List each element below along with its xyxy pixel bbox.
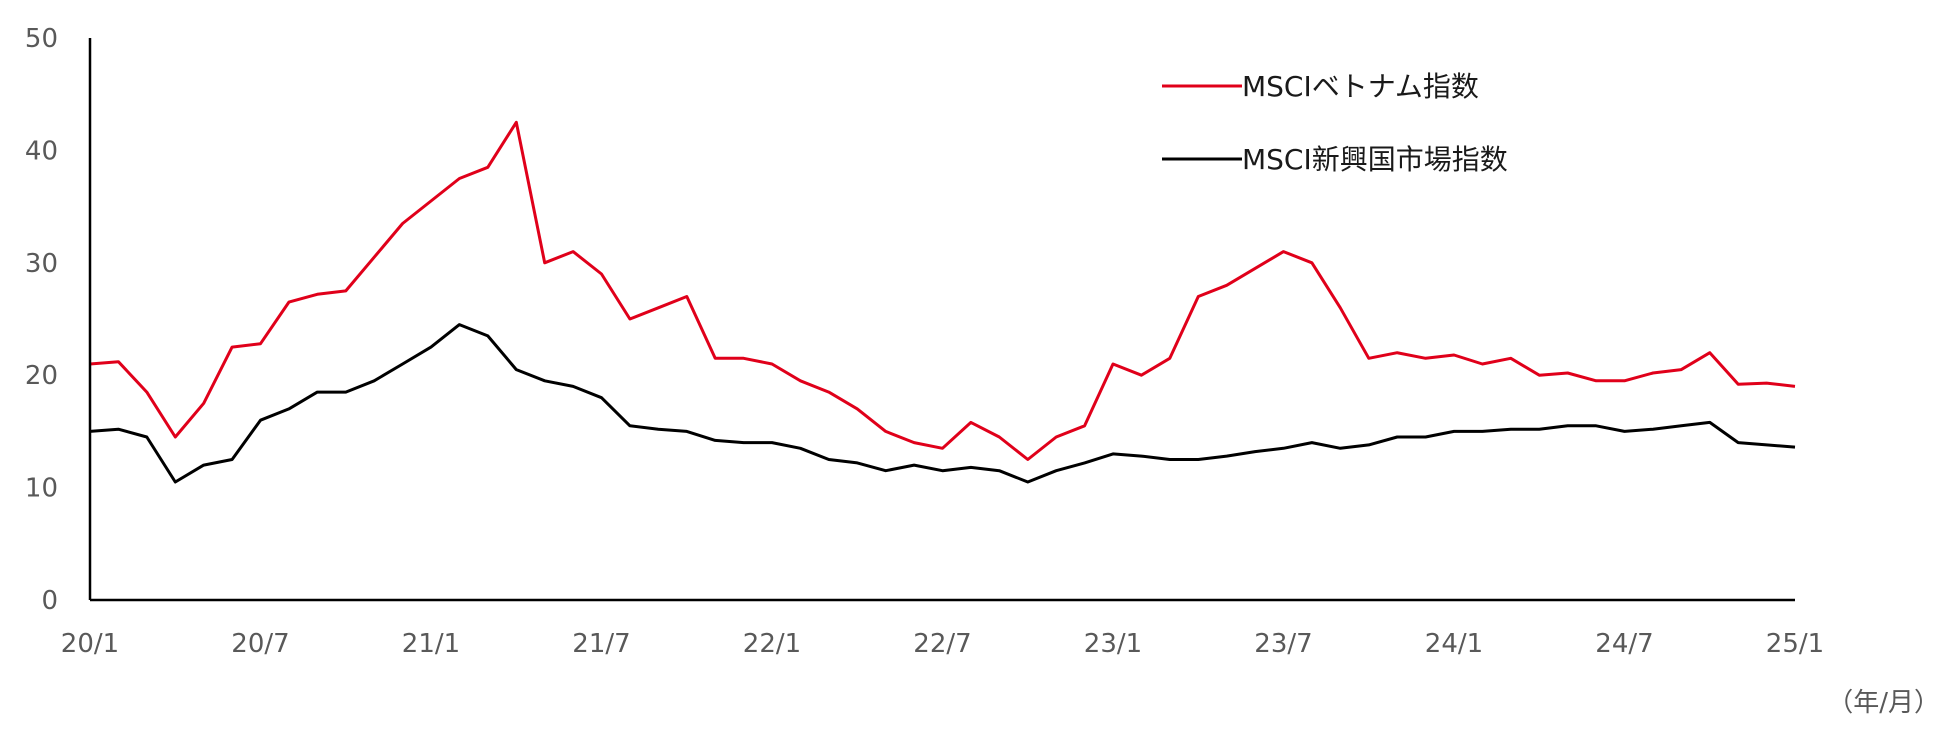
legend-label-vietnam: MSCIベトナム指数	[1242, 70, 1479, 103]
y-tick-label: 40	[25, 136, 58, 166]
x-axis-ticks: 20/1 20/7 21/1 21/7 22/1 22/7 23/1 23/7 24/1 24/7…	[61, 629, 1824, 659]
x-tick-label: 22/1	[743, 629, 801, 659]
y-axis-ticks: 0 10 20 30 40 50	[25, 24, 58, 616]
x-tick-label: 23/1	[1084, 629, 1142, 659]
y-tick-label: 0	[41, 586, 58, 616]
x-tick-label: 20/1	[61, 629, 119, 659]
series-line-vietnam	[89, 120, 1796, 461]
x-tick-label: 23/7	[1254, 629, 1312, 659]
y-tick-label: 10	[25, 474, 58, 504]
x-tick-label: 21/1	[402, 629, 460, 659]
y-tick-label: 20	[25, 361, 58, 391]
series-line-emerging	[89, 323, 1796, 484]
x-tick-label: 25/1	[1766, 629, 1824, 659]
x-tick-label: 22/7	[913, 629, 971, 659]
x-axis-unit-label: （年/月）	[1827, 688, 1940, 718]
x-tick-label: 24/7	[1595, 629, 1653, 659]
y-tick-label: 50	[25, 24, 58, 54]
x-tick-label: 21/7	[572, 629, 630, 659]
y-tick-label: 30	[25, 249, 58, 279]
legend-label-em: MSCI新興国市場指数	[1242, 143, 1508, 176]
legend: MSCIベトナム指数 MSCI新興国市場指数	[1162, 70, 1508, 176]
x-tick-label: 20/7	[231, 629, 289, 659]
series-lines	[89, 120, 1796, 484]
x-tick-label: 24/1	[1425, 629, 1483, 659]
